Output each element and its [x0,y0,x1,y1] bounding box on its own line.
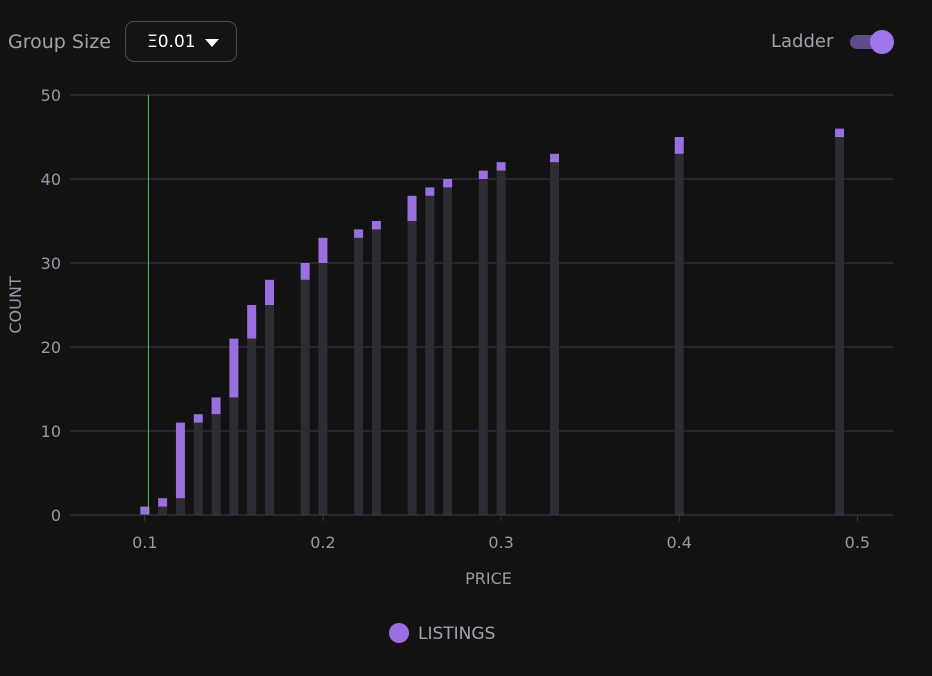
bar-listings [211,397,221,415]
group-size-label: Group Size [8,31,111,53]
bar-ladder-base [247,338,257,515]
bar-listings [229,338,239,398]
bar-listings [354,229,364,238]
legend-swatch-listings [389,623,409,643]
bar-listings [550,153,560,163]
bar-ladder-base [318,263,328,515]
y-tick-label: 50 [41,86,61,105]
x-tick-label: 0.2 [310,533,335,552]
x-tick-label: 0.1 [132,533,157,552]
x-axis-title: PRICE [465,569,512,588]
bar-listings [140,506,150,515]
y-tick-label: 0 [51,506,61,525]
y-tick-label: 10 [41,422,61,441]
y-tick-label: 30 [41,254,61,273]
bar-listings [158,498,168,507]
bar-ladder-base [211,414,221,515]
legend-label-listings: LISTINGS [418,624,496,644]
bar-ladder-base [425,195,435,516]
bar-listings [496,162,506,171]
ladder-toggle[interactable] [850,30,894,54]
bar-ladder-base [158,506,168,515]
price-count-chart: 0 10 20 30 40 50 0.1 0.2 0.3 0.4 0.5 PRICE COUNT [6,86,893,588]
chart-toolbar: Group Size Ξ0.01 Ladder [0,0,932,84]
bar-ladder-base [478,179,488,515]
y-axis-title: COUNT [6,276,25,333]
bar-ladder-base [175,498,185,515]
bar-ladder-base [300,279,310,515]
bar-ladder-base [371,229,381,515]
bar-ladder-base [229,397,239,515]
bar-listings [407,195,417,221]
bar-listings [478,170,488,179]
bar-ladder-base [443,187,453,515]
bar-listings [371,221,381,230]
bar-listings [175,422,185,499]
bar-listings [443,179,453,188]
bar-listings [265,279,275,305]
bar-listings [247,305,257,339]
ladder-label: Ladder [771,31,834,52]
bar-ladder-base [674,153,684,516]
x-tick-label: 0.5 [845,533,870,552]
bar-listings [674,137,684,154]
bar-ladder-base [496,170,506,515]
bar-listings [425,187,435,196]
bar-ladder-base [193,422,203,515]
x-tick-label: 0.3 [488,533,513,552]
bar-ladder-base [354,237,364,516]
bar-listings [300,263,310,280]
bar-ladder-base [407,221,417,515]
bar-listings [318,237,328,263]
x-tick-label: 0.4 [667,533,692,552]
bar-ladder-base [835,137,845,515]
caret-down-icon [205,39,219,47]
y-tick-label: 20 [41,338,61,357]
y-tick-label: 40 [41,170,61,189]
bar-ladder-base [550,162,560,515]
bar-ladder-base [265,305,275,515]
ladder-toggle-knob [870,30,894,54]
group-size-dropdown[interactable]: Ξ0.01 [125,21,237,62]
group-size-value: Ξ0.01 [147,32,196,52]
bar-listings [835,128,845,137]
bar-listings [193,414,203,423]
